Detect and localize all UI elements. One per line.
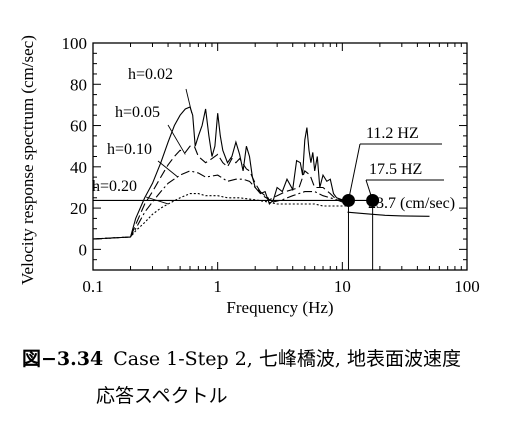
frequency-marker-dot: [366, 193, 380, 207]
series-line-h020: [92, 193, 348, 240]
y-tick-label: 100: [62, 34, 88, 53]
y-tick-label: 80: [70, 75, 87, 94]
series-line-tail: [347, 211, 430, 217]
series-label-leader: [185, 88, 193, 114]
velocity-response-chart: 0.1 1 10 100 0 20 40 60 80 100 h=0.02 h=0.05 h=0.1…: [18, 34, 480, 317]
y-tick-label: 20: [70, 199, 87, 218]
frequency-marker-label: 11.2 HZ: [366, 125, 419, 142]
caption-line-1: Case 1-Step 2, 七峰橋波, 地表面波速度: [113, 348, 461, 370]
series-label-leader: [145, 196, 169, 205]
reference-line-label: 23.7 (cm/sec): [368, 195, 455, 212]
y-tick-label: 40: [70, 158, 87, 177]
series-label: h=0.02: [128, 66, 173, 83]
x-tick-label: 0.1: [82, 277, 103, 296]
series-label: h=0.05: [115, 104, 160, 121]
x-tick-label: 10: [334, 277, 351, 296]
figure-number: 図−3.34: [22, 348, 104, 370]
y-tick-label: 0: [79, 240, 88, 259]
y-ticks: 0 20 40 60 80 100: [62, 34, 467, 271]
series-line-h005: [92, 145, 348, 240]
annotations: h=0.02 h=0.05 h=0.10 h=0.20 11.2 HZ 17.5 HZ 23…: [92, 66, 455, 270]
x-ticks: 0.1 1 10 100: [82, 43, 480, 296]
series-line-h002: [92, 106, 348, 240]
series-label: h=0.20: [92, 178, 137, 195]
x-tick-label: 1: [213, 277, 222, 296]
x-axis-title: Frequency (Hz): [226, 298, 333, 317]
series-line-h010: [92, 170, 348, 240]
y-tick-label: 60: [70, 117, 87, 136]
series-lines: [92, 106, 430, 240]
caption-line-2: 応答スペクトル: [96, 385, 228, 407]
y-axis-title: Velocity response spectrum (cm/sec): [18, 35, 37, 285]
series-label-leader: [157, 160, 179, 178]
frequency-marker-dot: [341, 193, 355, 207]
series-label: h=0.10: [107, 141, 152, 158]
frequency-marker-label: 17.5 HZ: [369, 161, 422, 178]
series-label-leader: [167, 124, 186, 155]
marker-leader: [347, 143, 361, 201]
figure-caption: 図−3.34 Case 1-Step 2, 七峰橋波, 地表面波速度: [22, 344, 461, 371]
x-tick-label: 100: [454, 277, 480, 296]
